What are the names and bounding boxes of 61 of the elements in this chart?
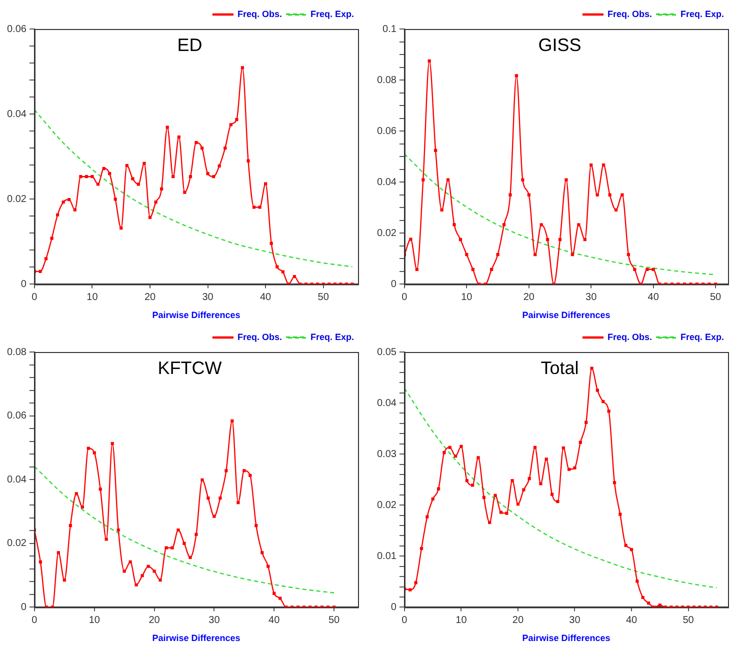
- x-tick-label: 0: [32, 614, 38, 626]
- x-tick-label: 50: [328, 614, 340, 626]
- x-tick-label: 40: [648, 292, 660, 303]
- chart-title: ED: [177, 34, 202, 55]
- chart-title: Total: [540, 358, 579, 378]
- y-tick-label: 0.06: [376, 126, 397, 137]
- y-tick-label: 0.02: [376, 228, 397, 239]
- chart-title: GISS: [538, 34, 582, 55]
- x-axis-title: Pairwise Differences: [522, 310, 610, 320]
- x-tick-label: 20: [144, 292, 156, 303]
- legend-label: Freq. Obs.: [237, 8, 282, 19]
- legend-label: Freq. Exp.: [680, 332, 724, 342]
- y-tick-label: 0.02: [6, 194, 27, 205]
- y-tick-label: 0: [20, 278, 27, 290]
- y-tick-label: 0.04: [376, 398, 397, 409]
- y-tick-label: 0: [20, 602, 27, 613]
- legend-label: Freq. Obs.: [607, 332, 652, 342]
- x-tick-label: 10: [456, 614, 468, 626]
- x-tick-label: 0: [402, 292, 408, 303]
- x-tick-label: 0: [32, 292, 38, 303]
- y-tick-label: 0.04: [376, 176, 397, 188]
- legend-label: Freq. Exp.: [310, 332, 354, 342]
- x-tick-label: 30: [569, 614, 581, 626]
- x-tick-label: 40: [626, 614, 638, 626]
- legend-label: Freq. Obs.: [607, 8, 652, 19]
- x-tick-label: 30: [208, 614, 220, 626]
- y-tick-label: 0: [390, 602, 397, 613]
- x-tick-label: 40: [260, 292, 272, 303]
- x-tick-label: 20: [148, 614, 160, 626]
- x-tick-label: 50: [318, 292, 330, 303]
- x-tick-label: 50: [710, 292, 722, 303]
- y-tick-label: 0: [390, 278, 397, 290]
- y-tick-label: 0.04: [6, 474, 27, 486]
- x-tick-label: 40: [268, 614, 280, 626]
- x-axis-title: Pairwise Differences: [152, 310, 240, 320]
- y-tick-label: 0.08: [6, 346, 27, 358]
- x-tick-label: 20: [523, 292, 535, 303]
- y-tick-label: 0.01: [376, 550, 397, 562]
- legend-label: Freq. Exp.: [310, 8, 354, 19]
- y-tick-label: 0.02: [376, 500, 397, 511]
- legend-label: Freq. Exp.: [680, 8, 724, 19]
- legend-label: Freq. Obs.: [237, 332, 282, 342]
- y-tick-label: 0.06: [6, 24, 27, 35]
- y-tick-label: 0.08: [376, 74, 397, 86]
- chart-title: KFTCW: [158, 358, 222, 378]
- y-tick-label: 0.02: [6, 538, 27, 550]
- x-tick-label: 0: [402, 614, 408, 626]
- x-tick-label: 10: [88, 614, 100, 626]
- y-tick-label: 0.03: [376, 448, 397, 460]
- x-axis-title: Pairwise Differences: [522, 633, 610, 644]
- x-tick-label: 50: [682, 614, 694, 626]
- x-tick-label: 30: [202, 292, 214, 303]
- y-tick-label: 0.04: [6, 108, 27, 120]
- x-tick-label: 30: [586, 292, 598, 303]
- y-tick-label: 0.06: [6, 410, 27, 422]
- y-tick-label: 0.1: [382, 24, 397, 35]
- y-tick-label: 0.05: [376, 346, 397, 358]
- x-axis-title: Pairwise Differences: [152, 633, 240, 644]
- x-tick-label: 10: [86, 292, 98, 303]
- x-tick-label: 10: [461, 292, 473, 303]
- x-tick-label: 20: [512, 614, 524, 626]
